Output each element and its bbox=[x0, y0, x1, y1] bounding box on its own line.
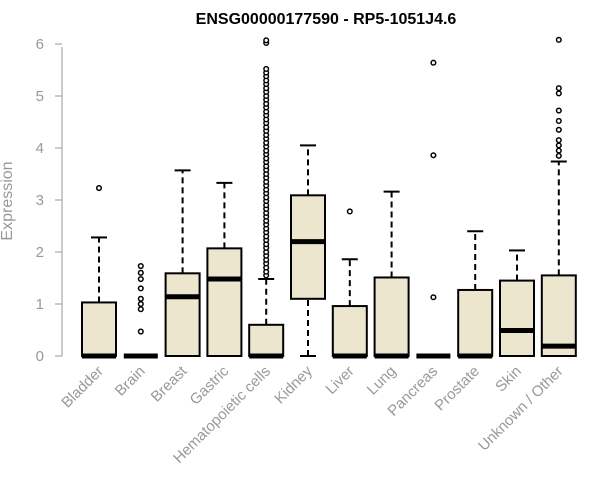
box-iqr bbox=[248, 323, 285, 357]
outlier-point bbox=[137, 269, 144, 276]
outlier-point bbox=[263, 37, 270, 44]
y-tick-label: 0 bbox=[36, 348, 44, 365]
outlier-point bbox=[555, 126, 562, 133]
box-hematopoietic-cells bbox=[248, 37, 285, 359]
box-prostate bbox=[457, 230, 494, 359]
chart-title: ENSG00000177590 - RP5-1051J4.6 bbox=[196, 11, 457, 28]
outlier-point bbox=[555, 152, 562, 159]
y-tick-label: 6 bbox=[36, 36, 44, 53]
outlier-point bbox=[137, 328, 144, 335]
outlier-point bbox=[137, 295, 144, 302]
outlier-point bbox=[137, 306, 144, 313]
category-label: Prostate bbox=[431, 363, 483, 415]
outlier-point bbox=[555, 117, 562, 125]
outlier-point bbox=[346, 208, 353, 215]
box-skin bbox=[499, 249, 535, 358]
outlier-point bbox=[137, 275, 144, 283]
box-iqr bbox=[373, 276, 410, 358]
outlier-point bbox=[137, 262, 144, 270]
outlier-point bbox=[137, 285, 144, 292]
box-lung bbox=[373, 190, 410, 359]
y-tick-label: 3 bbox=[36, 192, 44, 209]
y-tick-label: 1 bbox=[36, 296, 44, 313]
y-tick-label: 4 bbox=[36, 140, 44, 157]
outlier-point bbox=[430, 294, 437, 301]
box-iqr bbox=[499, 279, 535, 358]
y-tick-label: 2 bbox=[36, 244, 44, 261]
category-label: Lung bbox=[364, 363, 400, 399]
box-kidney bbox=[290, 144, 326, 357]
outlier-point bbox=[555, 90, 562, 97]
outlier-point bbox=[555, 142, 562, 149]
category-label: Brain bbox=[112, 363, 149, 400]
outlier-point bbox=[555, 36, 562, 43]
box-iqr bbox=[331, 305, 368, 357]
category-label: Breast bbox=[148, 362, 191, 405]
outlier-point bbox=[263, 65, 270, 73]
box-iqr bbox=[540, 274, 577, 357]
y-tick-label: 5 bbox=[36, 88, 44, 105]
outlier-point bbox=[555, 107, 562, 114]
box-bladder bbox=[81, 184, 117, 359]
category-label: Kidney bbox=[271, 362, 316, 407]
box-pancreas bbox=[416, 59, 451, 359]
box-iqr bbox=[457, 288, 494, 357]
outlier-point bbox=[430, 59, 437, 66]
box-iqr bbox=[206, 247, 243, 357]
box-brain bbox=[123, 262, 158, 359]
boxes-group bbox=[81, 36, 577, 359]
box-gastric bbox=[206, 181, 243, 357]
category-label: Bladder bbox=[58, 363, 107, 412]
outlier-point bbox=[430, 152, 437, 159]
box-liver bbox=[331, 208, 368, 359]
y-axis-ticks: 0 1 2 3 4 5 6 bbox=[36, 36, 62, 365]
outlier-point bbox=[555, 147, 562, 154]
box-iqr bbox=[81, 301, 117, 358]
outlier-point bbox=[95, 184, 103, 192]
outlier-point bbox=[555, 85, 562, 92]
outlier-point bbox=[137, 300, 144, 308]
box-unknown-other bbox=[540, 36, 577, 357]
category-label: Liver bbox=[323, 363, 358, 398]
outlier-point bbox=[555, 137, 562, 144]
box-iqr bbox=[290, 194, 326, 300]
y-axis-label: Expression bbox=[0, 161, 16, 240]
box-breast bbox=[164, 169, 201, 358]
category-label: Skin bbox=[492, 363, 525, 396]
box-iqr bbox=[164, 272, 201, 358]
